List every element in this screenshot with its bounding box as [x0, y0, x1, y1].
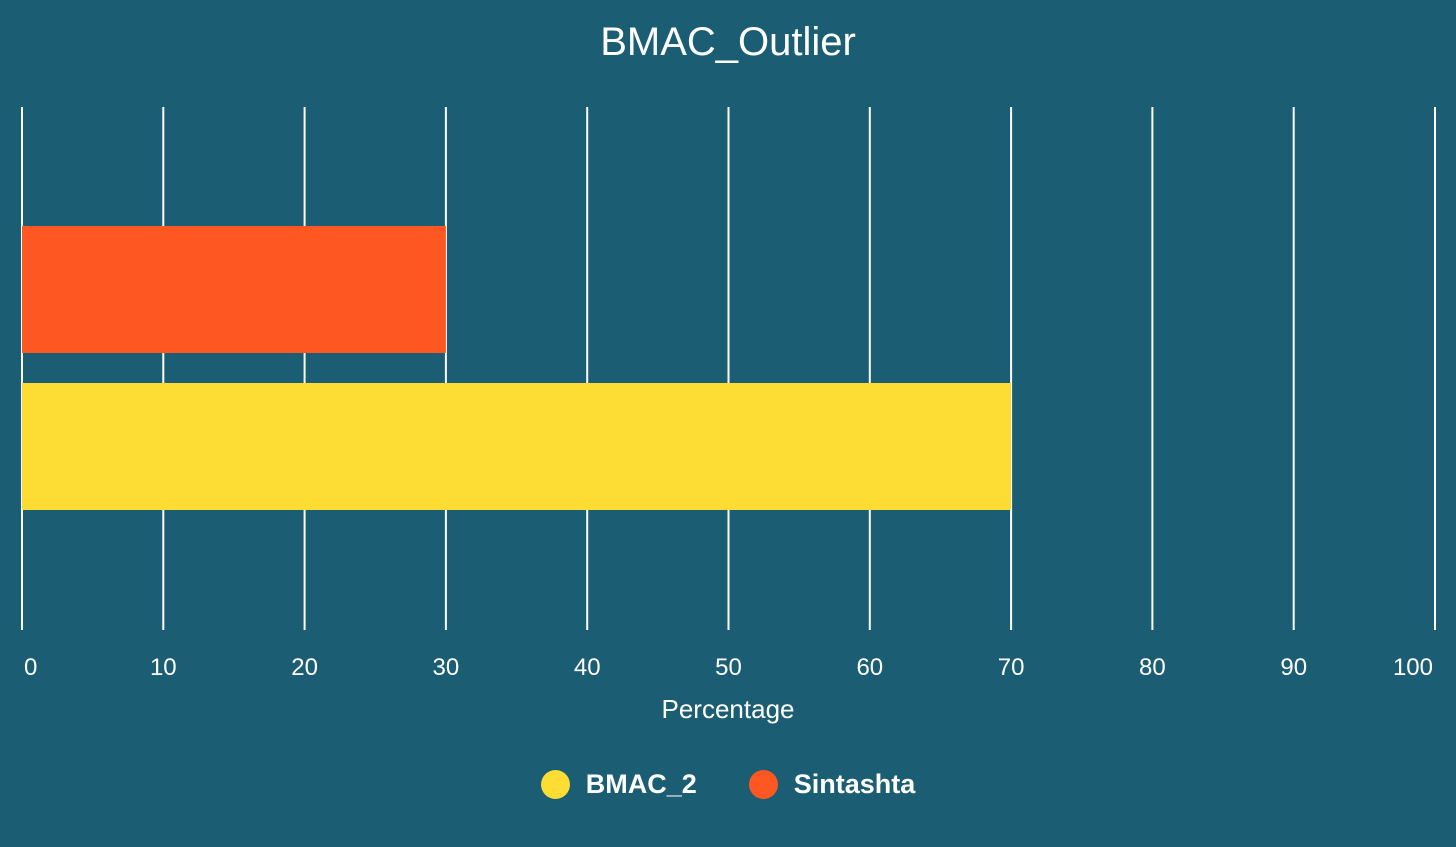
legend-label-sintashta: Sintashta: [793, 769, 916, 799]
bar-bmac-2[interactable]: [22, 383, 1012, 510]
gridlines: [21, 107, 1436, 630]
x-tick-label-30: 30: [433, 654, 460, 681]
x-tick-label-40: 40: [574, 654, 601, 681]
legend: BMAC_2 Sintashta: [0, 766, 1456, 802]
x-tick-label-20: 20: [291, 654, 318, 681]
x-tick-label-10: 10: [150, 654, 177, 681]
x-tick-labels: 0 10 20 30 40 50 60 70 80 90 100: [24, 654, 1433, 681]
x-tick-label-80: 80: [1139, 654, 1166, 681]
x-tick-label-50: 50: [715, 654, 742, 681]
x-tick-label-90: 90: [1280, 654, 1307, 681]
bar-sintashta[interactable]: [22, 226, 446, 353]
x-tick-label-100: 100: [1393, 654, 1433, 681]
chart-title: BMAC_Outlier: [600, 20, 856, 64]
x-tick-label-0: 0: [24, 654, 37, 681]
x-tick-label-60: 60: [856, 654, 883, 681]
legend-swatch-sintashta: [748, 769, 778, 799]
legend-swatch-bmac-2: [540, 769, 570, 799]
legend-label-bmac-2: BMAC_2: [585, 769, 697, 799]
legend-item-bmac-2[interactable]: BMAC_2: [540, 766, 697, 802]
x-axis-label: Percentage: [661, 694, 795, 724]
bars: [22, 226, 1012, 510]
x-tick-label-70: 70: [998, 654, 1025, 681]
legend-item-sintashta[interactable]: Sintashta: [748, 766, 916, 802]
chart-plot: 0 10 20 30 40 50 60 70 80 90 100: [21, 107, 1436, 681]
